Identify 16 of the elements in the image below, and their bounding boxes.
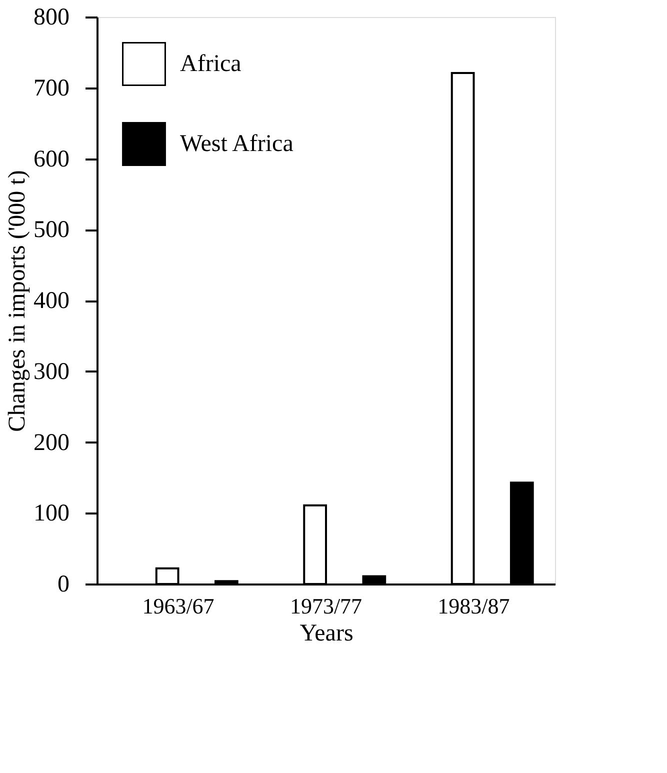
y-axis-title: Changes in imports ('000 t) — [4, 170, 30, 432]
y-tick-label: 0 — [58, 572, 70, 598]
x-axis-title: Years — [300, 620, 354, 646]
y-tick-label: 600 — [34, 146, 70, 172]
legend-label: Africa — [180, 51, 242, 77]
y-tick-label: 300 — [34, 358, 70, 385]
y-tick-label: 500 — [34, 217, 70, 244]
x-tick-label: 1983/87 — [438, 594, 510, 618]
y-tick-label: 400 — [34, 288, 70, 314]
y-tick-label: 800 — [34, 4, 70, 30]
legend-label: West Africa — [180, 131, 294, 157]
y-tick-label: 100 — [34, 500, 70, 527]
y-tick-label: 200 — [34, 430, 70, 456]
x-tick-label: 1963/67 — [142, 594, 214, 618]
y-tick-label: 700 — [34, 75, 70, 102]
x-tick-label: 1973/77 — [290, 594, 362, 618]
